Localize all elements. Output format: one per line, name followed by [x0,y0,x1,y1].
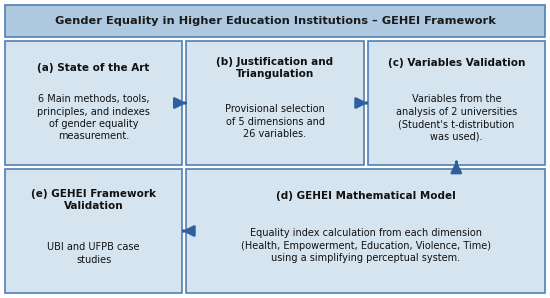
Text: Gender Equality in Higher Education Institutions – GEHEI Framework: Gender Equality in Higher Education Inst… [54,16,496,26]
Text: (b) Justification and
Triangulation: (b) Justification and Triangulation [217,58,333,79]
Text: UBI and UFPB case
studies: UBI and UFPB case studies [47,242,140,265]
Text: (d) GEHEI Mathematical Model: (d) GEHEI Mathematical Model [276,191,455,201]
Text: 6 Main methods, tools,
principles, and indexes
of gender equality
measurement.: 6 Main methods, tools, principles, and i… [37,94,150,142]
Text: (e) GEHEI Framework
Validation: (e) GEHEI Framework Validation [31,189,156,211]
Text: Provisional selection
of 5 dimensions and
26 variables.: Provisional selection of 5 dimensions an… [225,104,325,139]
FancyBboxPatch shape [186,41,364,165]
Text: (c) Variables Validation: (c) Variables Validation [388,58,525,68]
FancyBboxPatch shape [5,41,183,165]
FancyBboxPatch shape [367,41,545,165]
Text: Equality index calculation from each dimension
(Health, Empowerment, Education, : Equality index calculation from each dim… [241,229,491,263]
Text: Variables from the
analysis of 2 universities
(Student's t-distribution
was used: Variables from the analysis of 2 univers… [395,94,517,142]
FancyBboxPatch shape [5,169,183,293]
Text: (a) State of the Art: (a) State of the Art [37,63,150,73]
FancyBboxPatch shape [5,5,545,37]
FancyBboxPatch shape [186,169,545,293]
